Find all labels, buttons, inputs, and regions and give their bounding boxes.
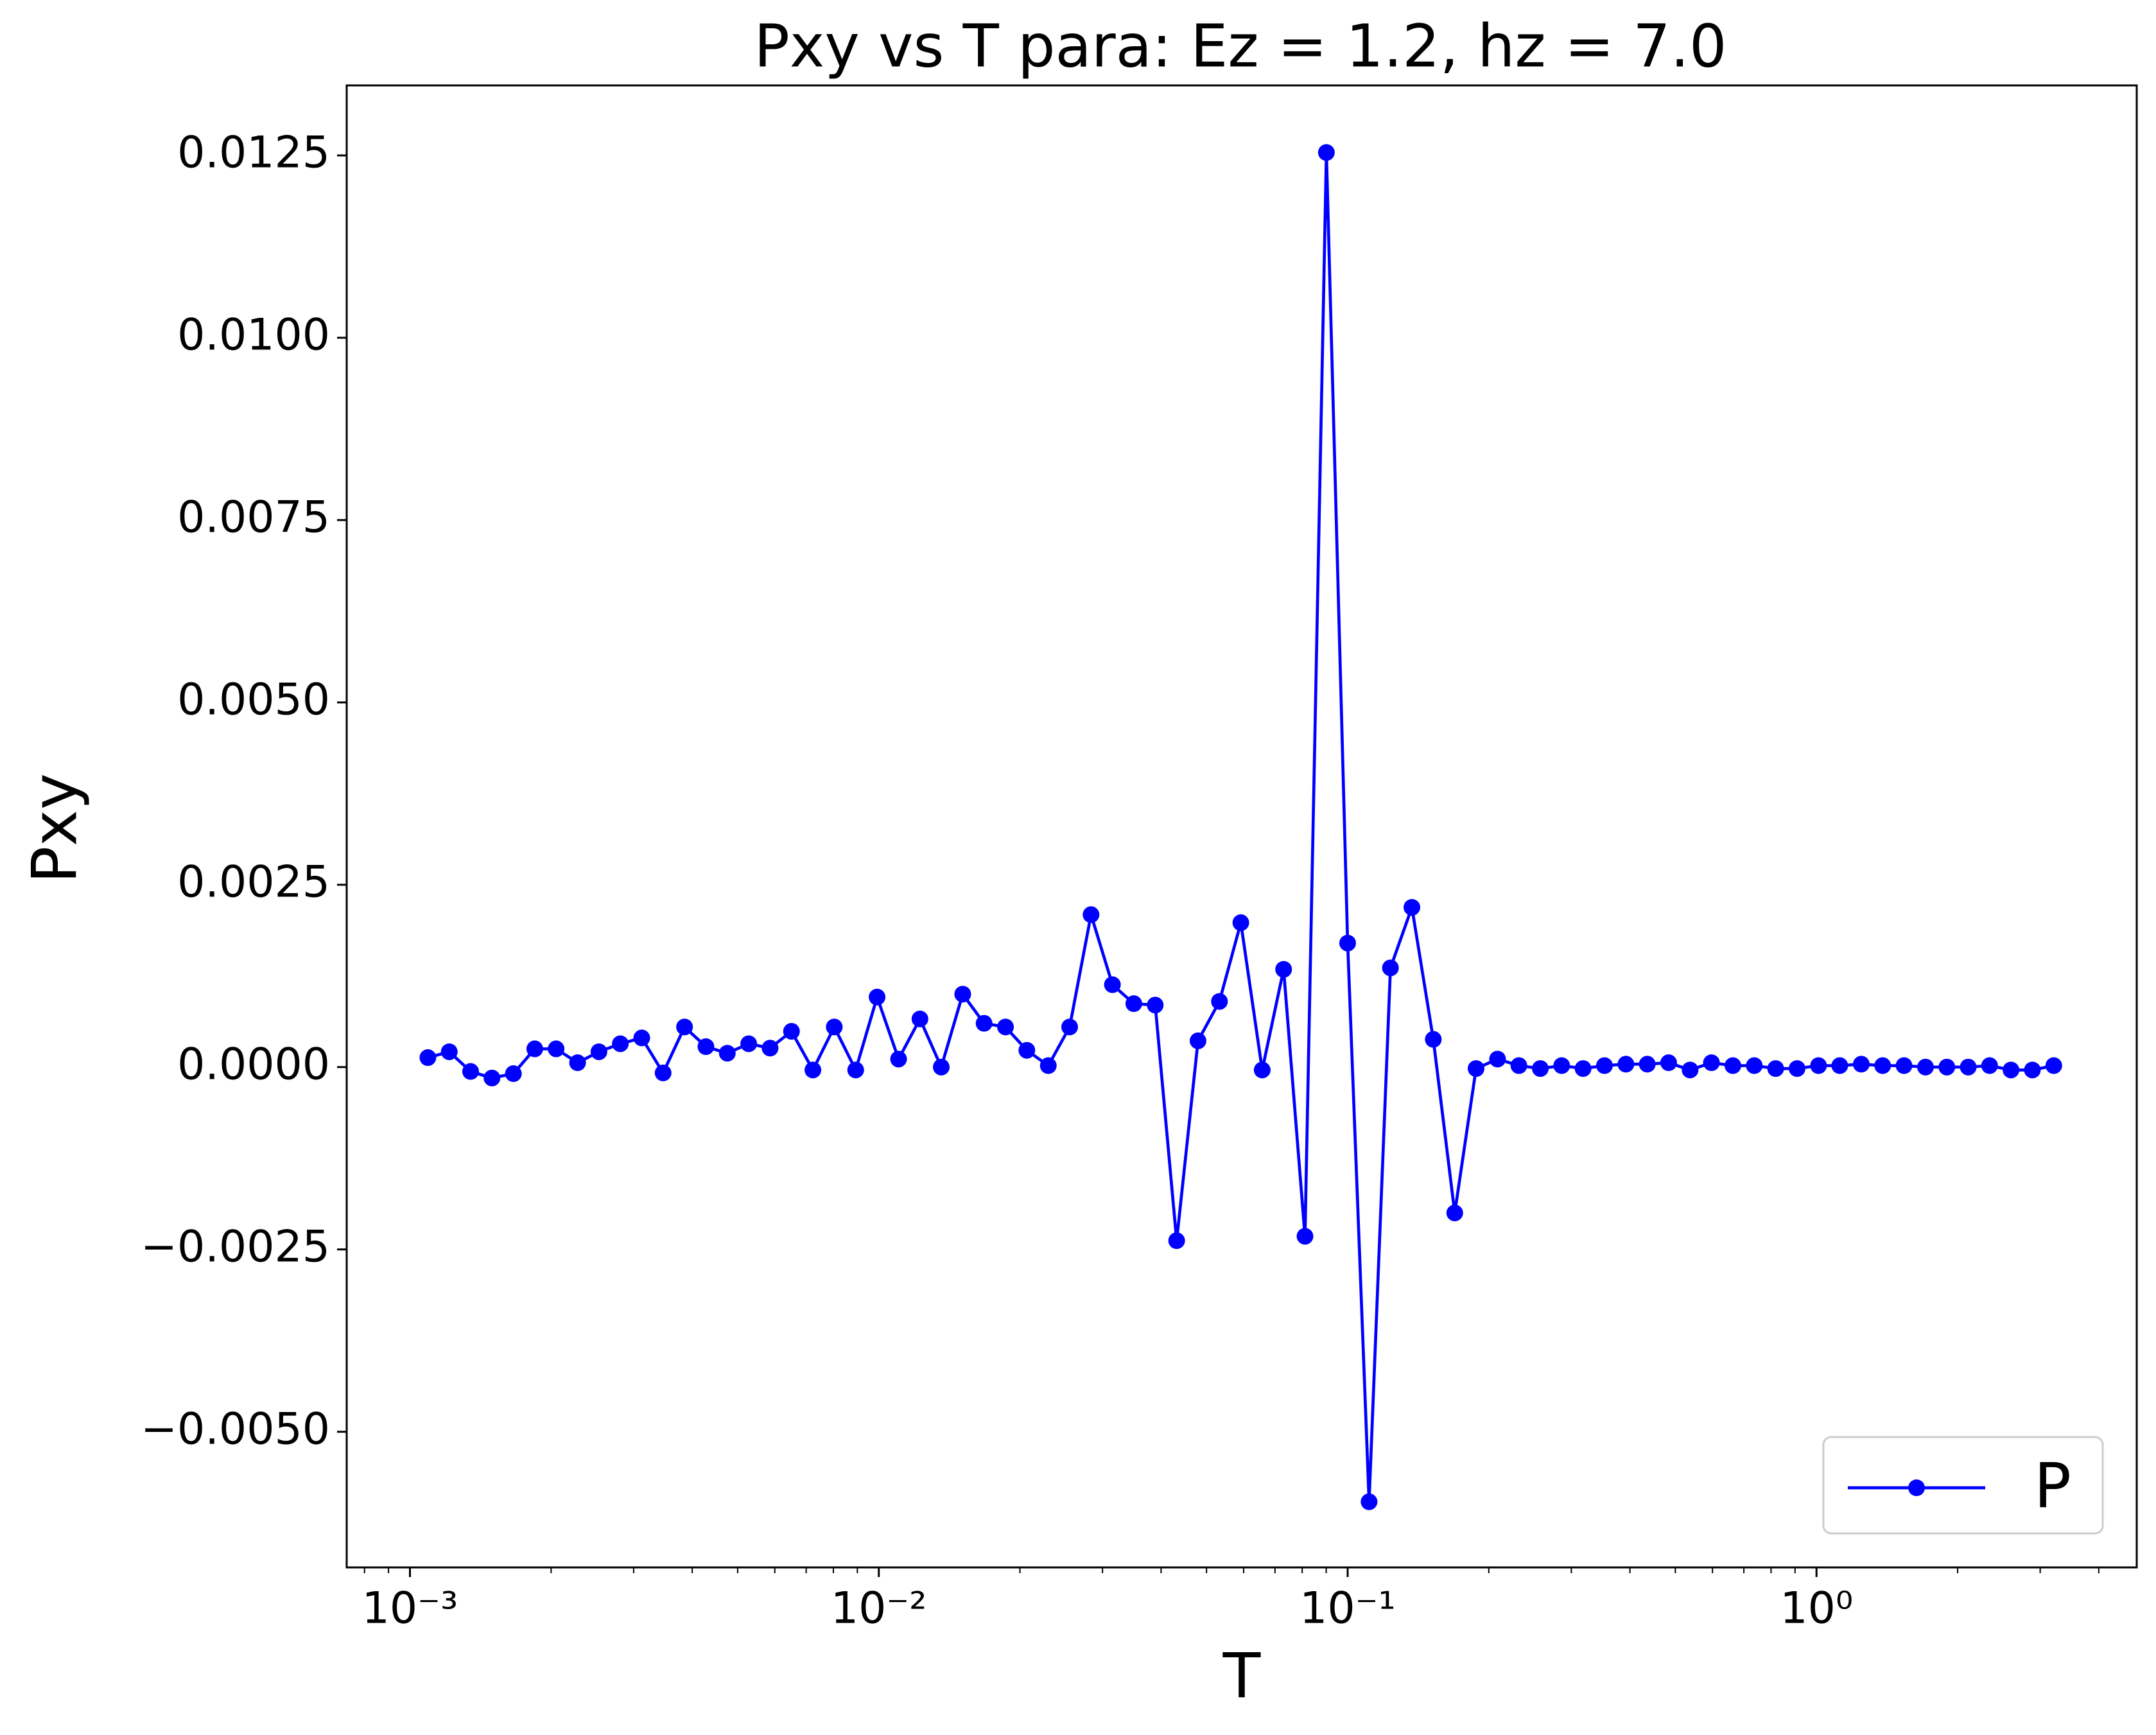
data-point (1404, 899, 1421, 916)
data-point (1253, 1061, 1271, 1079)
data-point (612, 1035, 629, 1052)
data-point (718, 1045, 736, 1062)
data-point (505, 1065, 522, 1083)
legend-label: P (2034, 1450, 2071, 1522)
data-point (654, 1064, 672, 1081)
data-point (740, 1035, 758, 1052)
data-point (1296, 1228, 1314, 1245)
x-tick-label: 10⁻¹ (1300, 1583, 1396, 1634)
y-tick-label: −0.0050 (141, 1404, 330, 1454)
data-point (1895, 1057, 1913, 1074)
data-point (1660, 1054, 1677, 1072)
data-point (975, 1015, 993, 1032)
data-point (1446, 1204, 1463, 1221)
data-point (1595, 1057, 1613, 1074)
data-point (569, 1054, 586, 1072)
data-point (997, 1018, 1014, 1036)
chart-title: Pxy vs T para: Ez = 1.2, hz = 7.0 (754, 12, 1726, 80)
legend-box (1822, 1436, 2104, 1535)
data-point (1553, 1057, 1570, 1074)
data-point (1874, 1057, 1891, 1074)
data-point (2045, 1057, 2062, 1074)
data-point (1788, 1060, 1805, 1077)
x-tick-label: 10⁰ (1780, 1583, 1853, 1634)
data-point (804, 1061, 822, 1079)
data-point (483, 1069, 501, 1086)
data-point (1232, 914, 1249, 931)
data-point (1960, 1058, 1977, 1076)
data-point (526, 1040, 543, 1058)
data-point (462, 1063, 479, 1080)
data-point (633, 1029, 650, 1047)
legend-marker (1908, 1479, 1925, 1496)
data-point (1425, 1031, 1442, 1048)
data-point (1532, 1060, 1549, 1077)
data-point (954, 986, 971, 1003)
x-axis-label: T (1222, 1640, 1261, 1712)
data-point (1339, 934, 1356, 952)
y-tick-label: 0.0125 (177, 128, 330, 179)
data-point (1574, 1060, 1592, 1077)
data-point (2003, 1061, 2020, 1079)
data-point (1703, 1054, 1720, 1072)
data-point (1639, 1056, 1656, 1073)
data-point (869, 988, 886, 1006)
plot-frame (345, 84, 2138, 1569)
data-point (1724, 1057, 1741, 1074)
x-tick-label: 10⁻³ (362, 1583, 458, 1634)
data-point (1682, 1061, 1699, 1079)
data-point (697, 1038, 715, 1056)
y-tick-label: 0.0100 (177, 310, 330, 361)
data-point (1917, 1058, 1934, 1076)
data-point (1061, 1018, 1078, 1036)
data-point (1617, 1056, 1635, 1073)
data-point (1938, 1058, 1956, 1076)
data-point (1981, 1057, 1998, 1074)
data-point (440, 1043, 458, 1060)
data-point (1382, 959, 1399, 977)
y-tick-label: 0.0025 (177, 857, 330, 907)
data-point (761, 1040, 779, 1057)
y-tick-label: 0.0000 (177, 1039, 330, 1090)
data-point (847, 1061, 864, 1079)
data-point (1317, 144, 1335, 161)
data-point (1104, 976, 1121, 993)
data-point (2024, 1061, 2041, 1079)
data-point (1211, 993, 1228, 1010)
data-point (1361, 1493, 1378, 1510)
x-tick-label: 10⁻² (831, 1583, 927, 1634)
data-point (1852, 1056, 1870, 1073)
data-point (548, 1040, 565, 1058)
data-point (1746, 1057, 1763, 1074)
data-point (1168, 1232, 1185, 1250)
data-point (890, 1051, 907, 1068)
data-point (783, 1023, 800, 1040)
data-point (1489, 1051, 1506, 1068)
data-point (676, 1018, 693, 1036)
y-tick-label: 0.0050 (177, 674, 330, 725)
data-point (1810, 1057, 1827, 1074)
data-point (1468, 1060, 1485, 1077)
y-tick-label: −0.0025 (141, 1221, 330, 1272)
data-point (1189, 1032, 1206, 1049)
data-point (419, 1049, 437, 1067)
data-point (1018, 1042, 1036, 1059)
data-point (933, 1058, 950, 1076)
data-point (1125, 995, 1142, 1013)
y-axis-label: Pxy (19, 773, 91, 884)
data-point (1275, 961, 1292, 978)
data-point (911, 1010, 928, 1027)
data-point (1831, 1057, 1848, 1074)
data-point (1147, 997, 1164, 1014)
data-point (1039, 1057, 1057, 1074)
data-point (1767, 1060, 1784, 1077)
data-point (1082, 906, 1100, 923)
data-point (826, 1018, 843, 1036)
y-tick-label: 0.0075 (177, 492, 330, 543)
data-point (590, 1043, 607, 1060)
data-point (1510, 1057, 1527, 1074)
